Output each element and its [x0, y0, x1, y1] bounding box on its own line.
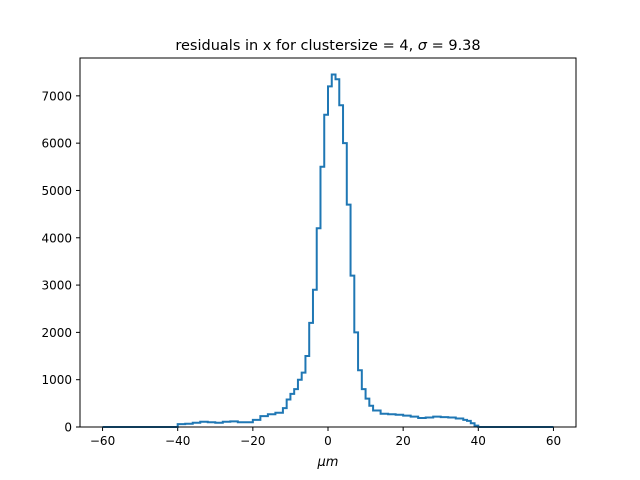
y-tick-label: 5000 [41, 184, 72, 198]
x-axis-label: μm [317, 455, 339, 470]
x-tick-label: 40 [471, 434, 486, 448]
y-tick-label: 3000 [41, 279, 72, 293]
chart-title-suffix: = 9.38 [427, 38, 481, 54]
plot-area-frame [79, 57, 577, 428]
x-tick-label: −60 [90, 434, 115, 448]
x-tick-label: 0 [324, 434, 332, 448]
x-tick-label: −40 [165, 434, 190, 448]
chart-title: residuals in x for clustersize = 4, σ = … [175, 38, 480, 54]
chart-title-sigma: σ [418, 38, 428, 54]
histogram-series-line [102, 73, 554, 428]
y-tick-label: 2000 [41, 326, 72, 340]
x-axis-ticks: −60 −40 −20 0 20 40 60 [90, 427, 561, 448]
x-axis-label-mu: μ [317, 455, 326, 470]
y-tick-label: 6000 [41, 137, 72, 151]
y-tick-label: 7000 [41, 89, 72, 103]
chart-title-prefix: residuals in x for clustersize = 4, [175, 38, 417, 54]
y-tick-label: 0 [64, 421, 72, 435]
x-axis-label-unit: m [326, 455, 339, 470]
x-tick-label: 60 [546, 434, 561, 448]
x-tick-label: −20 [240, 434, 265, 448]
y-axis-ticks: 0 1000 2000 3000 4000 5000 6000 7000 [41, 89, 80, 435]
x-tick-label: 20 [396, 434, 411, 448]
y-tick-label: 4000 [41, 231, 72, 245]
y-tick-label: 1000 [41, 373, 72, 387]
